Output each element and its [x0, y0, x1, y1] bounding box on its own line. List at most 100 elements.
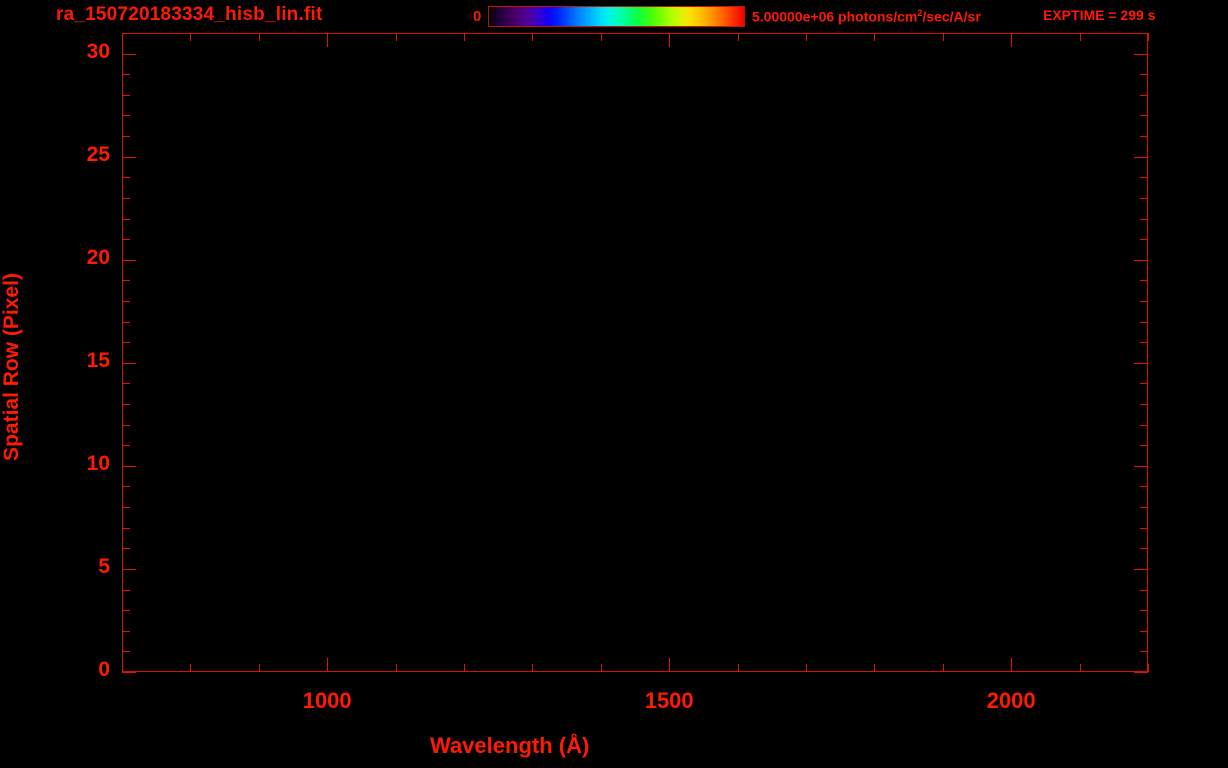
tick-mark [122, 322, 130, 323]
tick-mark [669, 658, 670, 672]
tick-mark [1140, 74, 1148, 75]
tick-mark [1140, 631, 1148, 632]
tick-mark [1140, 115, 1148, 116]
tick-mark [1134, 54, 1148, 55]
tick-mark [122, 486, 130, 487]
tick-mark [122, 507, 130, 508]
tick-mark [122, 342, 130, 343]
x-tick-label: 1000 [302, 688, 352, 713]
y-tick-label: 5 [98, 554, 110, 578]
colorbar-units-exponent: 2 [917, 8, 923, 18]
tick-mark [1134, 363, 1148, 364]
tick-mark [532, 664, 533, 672]
tick-mark [1148, 33, 1149, 41]
tick-mark [122, 177, 130, 178]
tick-mark [464, 33, 465, 41]
y-tick-label: 15 [86, 348, 110, 372]
tick-mark [669, 33, 670, 47]
tick-mark [396, 664, 397, 672]
tick-mark [1134, 569, 1148, 570]
y-axis-label: Spatial Row (Pixel) [0, 273, 23, 461]
tick-mark [327, 658, 328, 672]
x-tick-label: 1500 [644, 688, 694, 713]
tick-mark [1140, 239, 1148, 240]
tick-mark [464, 664, 465, 672]
tick-mark [190, 664, 191, 672]
colorbar-units-pre: photons/cm [834, 8, 918, 25]
y-tick-label: 10 [86, 451, 110, 475]
x-axis-label: Wavelength (Å) [430, 733, 590, 758]
exposure-time-label: EXPTIME = 299 s [1043, 7, 1156, 23]
tick-mark [601, 33, 602, 41]
tick-mark [1140, 322, 1148, 323]
tick-mark [122, 33, 123, 41]
tick-mark [1140, 548, 1148, 549]
tick-mark [532, 33, 533, 41]
tick-mark [122, 672, 136, 673]
colorbar-max-label: 5.00000e+06 photons/cm2/sec/A/sr [752, 8, 981, 25]
tick-mark [943, 664, 944, 672]
tick-mark [122, 54, 136, 55]
tick-mark [122, 548, 130, 549]
tick-mark [122, 260, 136, 261]
y-tick-label: 0 [98, 658, 110, 681]
tick-mark [122, 651, 130, 652]
tick-mark [601, 664, 602, 672]
tick-mark [122, 219, 130, 220]
tick-mark [1140, 95, 1148, 96]
tick-mark [259, 664, 260, 672]
tick-mark [122, 157, 136, 158]
tick-mark [122, 425, 130, 426]
tick-mark [122, 610, 130, 611]
tick-mark [1140, 136, 1148, 137]
tick-mark [122, 528, 130, 529]
tick-mark [1140, 342, 1148, 343]
tick-mark [1140, 301, 1148, 302]
tick-mark [122, 115, 130, 116]
y-tick-label: 20 [86, 245, 110, 269]
colorbar-units-post: /sec/A/sr [922, 8, 981, 25]
tick-mark [943, 33, 944, 41]
tick-mark [122, 74, 130, 75]
tick-mark [1134, 672, 1148, 673]
tick-mark [1140, 383, 1148, 384]
tick-mark [327, 33, 328, 47]
tick-mark [122, 301, 130, 302]
colorbar [488, 6, 745, 27]
tick-mark [1140, 528, 1148, 529]
tick-mark [874, 33, 875, 41]
tick-mark [1140, 198, 1148, 199]
y-tick-label: 30 [86, 39, 110, 63]
tick-mark [1140, 590, 1148, 591]
tick-mark [122, 280, 130, 281]
y-tick-label: 25 [86, 142, 110, 166]
tick-mark [1148, 664, 1149, 672]
tick-mark [1134, 157, 1148, 158]
tick-mark [122, 569, 136, 570]
tick-mark [396, 33, 397, 41]
tick-mark [1140, 445, 1148, 446]
tick-mark [1080, 33, 1081, 41]
tick-mark [122, 664, 123, 672]
tick-mark [1140, 486, 1148, 487]
tick-mark [738, 33, 739, 41]
tick-mark [1134, 466, 1148, 467]
tick-mark [1140, 507, 1148, 508]
tick-mark [1134, 260, 1148, 261]
tick-mark [1080, 664, 1081, 672]
tick-mark [122, 363, 136, 364]
tick-mark [1140, 177, 1148, 178]
tick-mark [1011, 658, 1012, 672]
tick-mark [259, 33, 260, 41]
tick-mark [806, 664, 807, 672]
x-tick-label: 2000 [986, 688, 1036, 713]
tick-mark [122, 95, 130, 96]
tick-mark [190, 33, 191, 41]
tick-mark [122, 631, 130, 632]
tick-mark [874, 664, 875, 672]
tick-mark [122, 404, 130, 405]
tick-mark [738, 664, 739, 672]
colorbar-min-label: 0 [473, 8, 482, 25]
tick-mark [122, 445, 130, 446]
